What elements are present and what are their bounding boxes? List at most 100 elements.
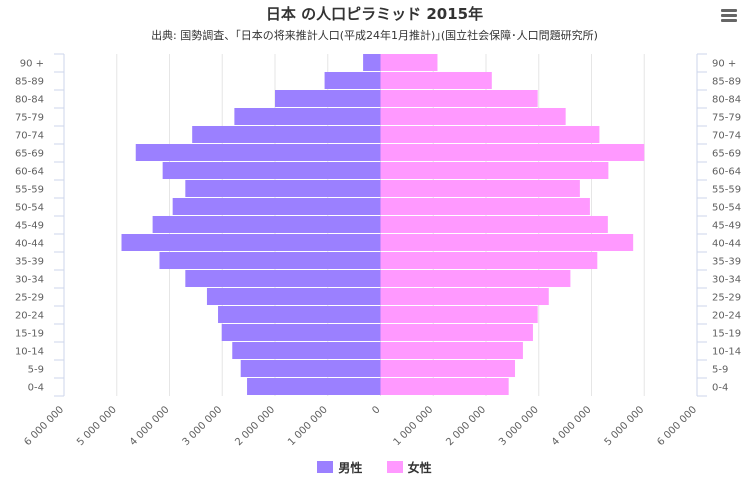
age-group-label-right: 30-34 (712, 275, 741, 286)
legend: 男性 女性 (0, 459, 749, 476)
bar-male (159, 252, 381, 269)
age-group-label-right: 80-84 (712, 95, 741, 106)
age-group-label-left: 0-4 (28, 383, 44, 394)
bar-female (380, 378, 509, 395)
age-group-label-left: 5-9 (28, 365, 44, 376)
age-group-label-right: 85-89 (712, 77, 741, 88)
bar-female (380, 270, 571, 287)
age-group-label-right: 10-14 (712, 347, 741, 358)
age-group-label-left: 70-74 (15, 131, 44, 142)
age-group-label-left: 45-49 (15, 221, 44, 232)
bar-male (221, 324, 381, 341)
age-group-label-right: 15-19 (712, 329, 741, 340)
x-tick-label: 2 000 000 (444, 404, 488, 448)
age-group-label-right: 70-74 (712, 131, 741, 142)
bar-female (380, 72, 492, 89)
age-group-label-left: 80-84 (15, 95, 44, 106)
bar-male (324, 72, 381, 89)
age-group-label-right: 20-24 (712, 311, 741, 322)
bar-female (380, 198, 590, 215)
age-group-label-right: 60-64 (712, 167, 741, 178)
x-tick-label: 6 000 000 (655, 404, 699, 448)
legend-swatch-female (386, 461, 403, 473)
bar-male (185, 270, 381, 287)
age-group-label-right: 35-39 (712, 257, 741, 268)
bar-female (380, 90, 538, 107)
bar-male (363, 54, 381, 71)
axes (54, 53, 707, 397)
bar-male (240, 360, 381, 377)
x-tick-label: 5 000 000 (603, 404, 647, 448)
age-group-label-right: 0-4 (712, 383, 728, 394)
age-group-label-right: 45-49 (712, 221, 741, 232)
bar-female (380, 360, 516, 377)
age-group-label-left: 65-69 (15, 149, 44, 160)
age-group-label-left: 60-64 (15, 167, 44, 178)
x-tick-label: 2 000 000 (233, 404, 277, 448)
bar-male (234, 108, 381, 125)
bar-male (135, 144, 381, 161)
bar-female (380, 54, 438, 71)
age-group-label-left: 10-14 (15, 347, 44, 358)
x-tick-label: 4 000 000 (128, 404, 172, 448)
bar-male (247, 378, 381, 395)
bar-female (380, 288, 549, 305)
bar-female (380, 216, 608, 233)
bar-female (380, 108, 566, 125)
age-group-label-left: 50-54 (15, 203, 44, 214)
age-group-label-right: 50-54 (712, 203, 741, 214)
chart-title: 日本 の人口ピラミッド 2015年 (265, 5, 484, 23)
legend-label-female: 女性 (407, 461, 432, 475)
age-group-label-left: 90 + (20, 59, 44, 70)
age-group-label-left: 15-19 (15, 329, 44, 340)
legend-item-female[interactable]: 女性 (386, 459, 432, 476)
bar-female (380, 342, 523, 359)
legend-label-male: 男性 (338, 461, 363, 475)
x-tick-label: 1 000 000 (392, 404, 436, 448)
chart-subtitle: 出典: 国勢調査、｢日本の将来推計人口(平成24年1月推計)｣(国立社会保障･人… (151, 29, 598, 42)
age-group-label-right: 5-9 (712, 365, 728, 376)
age-group-label-left: 85-89 (15, 77, 44, 88)
chart-menu-button[interactable] (719, 8, 739, 24)
bar-male (218, 306, 381, 323)
bar-female (380, 144, 645, 161)
bar-male (172, 198, 381, 215)
x-tick-label: 1 000 000 (286, 404, 330, 448)
age-group-label-right: 90 + (712, 59, 736, 70)
age-group-label-left: 75-79 (15, 113, 44, 124)
age-group-label-left: 40-44 (15, 239, 44, 250)
population-pyramid-chart: 90 + 90 + 85-89 85-89 80-84 80-84 75-79 75-79 70… (15, 53, 741, 448)
age-group-label-right: 75-79 (712, 113, 741, 124)
bar-female (380, 252, 598, 269)
legend-swatch-male (317, 461, 334, 473)
bar-male (162, 162, 381, 179)
age-group-label-left: 55-59 (15, 185, 44, 196)
bar-female (380, 324, 533, 341)
bar-male (152, 216, 381, 233)
bar-male (185, 180, 381, 197)
bar-male (275, 90, 381, 107)
x-tick-label: 3 000 000 (497, 404, 541, 448)
bar-male (232, 342, 381, 359)
age-group-label-left: 25-29 (15, 293, 44, 304)
bars (121, 54, 645, 395)
x-tick-label: 5 000 000 (75, 404, 119, 448)
x-tick-label: 4 000 000 (550, 404, 594, 448)
legend-item-male[interactable]: 男性 (317, 459, 362, 476)
x-tick-label: 0 (370, 404, 382, 416)
x-tick-label: 3 000 000 (181, 404, 225, 448)
age-group-label-right: 40-44 (712, 239, 741, 250)
age-group-label-right: 65-69 (712, 149, 741, 160)
bar-female (380, 162, 609, 179)
bar-male (192, 126, 381, 143)
bar-female (380, 234, 634, 251)
age-group-label-left: 20-24 (15, 311, 44, 322)
bar-male (121, 234, 381, 251)
age-group-label-right: 55-59 (712, 185, 741, 196)
bar-female (380, 180, 580, 197)
bar-male (206, 288, 381, 305)
age-group-label-left: 30-34 (15, 275, 44, 286)
age-group-label-left: 35-39 (15, 257, 44, 268)
x-tick-label: 6 000 000 (22, 404, 66, 448)
bar-female (380, 126, 600, 143)
